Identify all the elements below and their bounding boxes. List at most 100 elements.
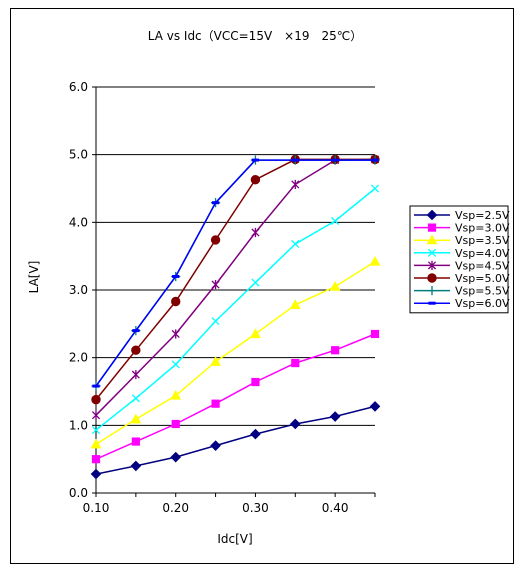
x-tick-label: 0.40 [322,501,349,515]
data-point [132,329,140,333]
data-point [250,175,261,185]
data-point [291,179,300,190]
data-point [130,460,142,472]
series-line [95,333,376,460]
legend-label: Vsp=5.5V [455,285,510,298]
data-point [291,158,299,162]
data-point [131,437,140,446]
legend-marker [427,223,437,232]
data-point [331,216,340,226]
legend-marker [426,234,438,245]
y-tick-label: 6.0 [69,80,88,94]
series-8 [92,158,379,388]
series-2 [91,329,380,464]
x-tick-label: 0.30 [242,501,269,515]
series-line [95,405,376,475]
chart-title: LA vs Idc（VCC=15V ×19 25℃） [148,29,362,43]
data-point [171,360,180,369]
data-point [251,377,260,387]
legend-marker [427,286,437,296]
legend-item: Vsp=3.0V [414,222,510,235]
series-line [95,187,376,431]
y-tick-label: 4.0 [69,215,88,229]
data-point [249,328,261,339]
legend-item: Vsp=4.0V [414,247,510,260]
data-point [171,329,180,339]
series-3 [90,255,381,449]
series-line [95,260,376,445]
data-point [329,280,341,291]
legend-label: Vsp=5.0V [455,272,510,285]
axes [92,86,376,497]
legend-item: Vsp=3.5V [414,234,510,247]
legend-marker [426,209,438,221]
legend-label: Vsp=4.5V [455,259,510,272]
data-point [251,227,260,238]
legend-label: Vsp=2.5V [455,209,510,222]
legend-item: Vsp=5.5V [414,285,510,298]
legend-box [409,205,509,314]
data-point [90,438,102,449]
legend-item: Vsp=6.0V [414,297,510,310]
data-point [90,468,102,480]
legend-label: Vsp=3.5V [455,234,510,247]
x-tick-label: 0.10 [83,501,110,515]
data-point [370,184,380,193]
legend-item: Vsp=5.0V [414,272,510,285]
y-tick-label: 1.0 [69,418,88,432]
data-point [289,299,301,309]
series-group [90,154,381,480]
data-point [211,279,220,290]
data-point [329,411,341,422]
legend-label: Vsp=4.0V [455,247,510,260]
data-point [131,369,140,380]
data-point [211,201,220,205]
legend-marker [427,273,437,283]
data-point [91,410,101,420]
y-tick-label: 0.0 [69,486,88,500]
legend-marker [427,260,437,270]
data-point [370,329,380,339]
legend-item: Vsp=4.5V [414,259,510,272]
legend-item: Vsp=2.5V [414,209,510,222]
data-point [210,235,221,245]
data-point [291,358,300,368]
data-point [371,158,379,162]
data-point [92,384,100,388]
y-tick-label: 3.0 [69,283,88,297]
data-point [91,455,101,464]
data-point [130,413,142,424]
data-point [210,440,221,451]
y-axis-label: LA[V] [27,261,41,294]
data-point [289,418,301,430]
data-point [211,317,220,326]
data-point [172,274,180,278]
data-point [369,401,381,412]
legend-marker [427,248,437,257]
series-line [95,159,375,387]
data-point [91,394,101,405]
tick-labels: 0.0 1.0 2.0 3.0 4.0 5.0 6.0 0.10 0.20 0.30 0.40 [69,80,349,515]
data-point [171,419,180,429]
data-point [131,394,140,403]
series-1 [90,401,381,480]
legend-label: Vsp=3.0V [455,222,510,235]
data-point [251,278,260,287]
gridlines [96,86,375,426]
data-point [210,356,222,366]
legend: Vsp=2.5VVsp=3.0VVsp=3.5VVsp=4.0VVsp=4.5V… [409,205,510,314]
series-5 [91,154,380,420]
data-point [170,389,182,400]
data-point [131,345,141,355]
data-point [369,255,381,266]
data-point [250,428,261,440]
data-point [251,158,260,162]
series-line [95,158,376,416]
data-point [331,158,339,162]
x-axis-label: Idc[V] [217,532,252,546]
x-tick-label: 0.20 [162,501,189,515]
data-point [291,239,300,249]
legend-marker [428,301,436,305]
legend-label: Vsp=6.0V [455,297,510,310]
